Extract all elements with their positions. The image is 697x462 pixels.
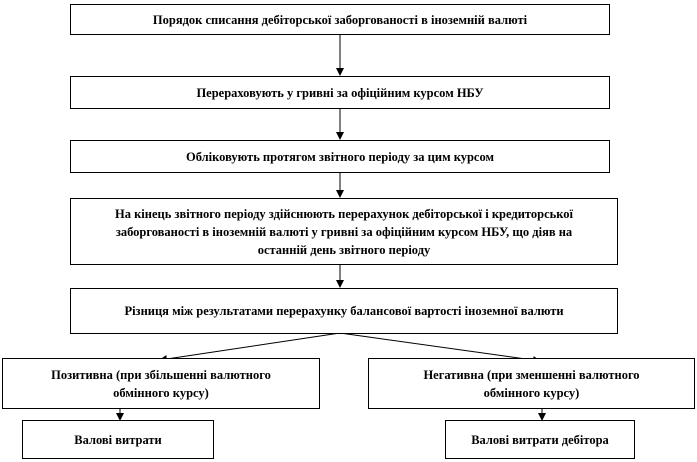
- arrow-step4-negative: [339, 332, 541, 364]
- title-box: Порядок списання дебіторської заборгован…: [70, 4, 610, 35]
- step3-box: На кінець звітного періоду здійснюють пе…: [70, 198, 618, 265]
- arrow-step4-positive: [159, 332, 341, 363]
- negative-box: Негативна (при зменшенні валютного обмін…: [368, 358, 695, 409]
- step2-box: Обліковують протягом звітного періоду за…: [70, 140, 610, 173]
- negative-result-box: Валові витрати дебітора: [445, 420, 635, 459]
- step1-box: Перераховують у гривні за офіційним курс…: [70, 76, 610, 109]
- positive-result-box: Валові витрати: [22, 420, 214, 459]
- positive-box: Позитивна (при збільшенні валютного обмі…: [2, 358, 320, 409]
- step4-box: Різниця між результатами перерахунку бал…: [70, 288, 618, 334]
